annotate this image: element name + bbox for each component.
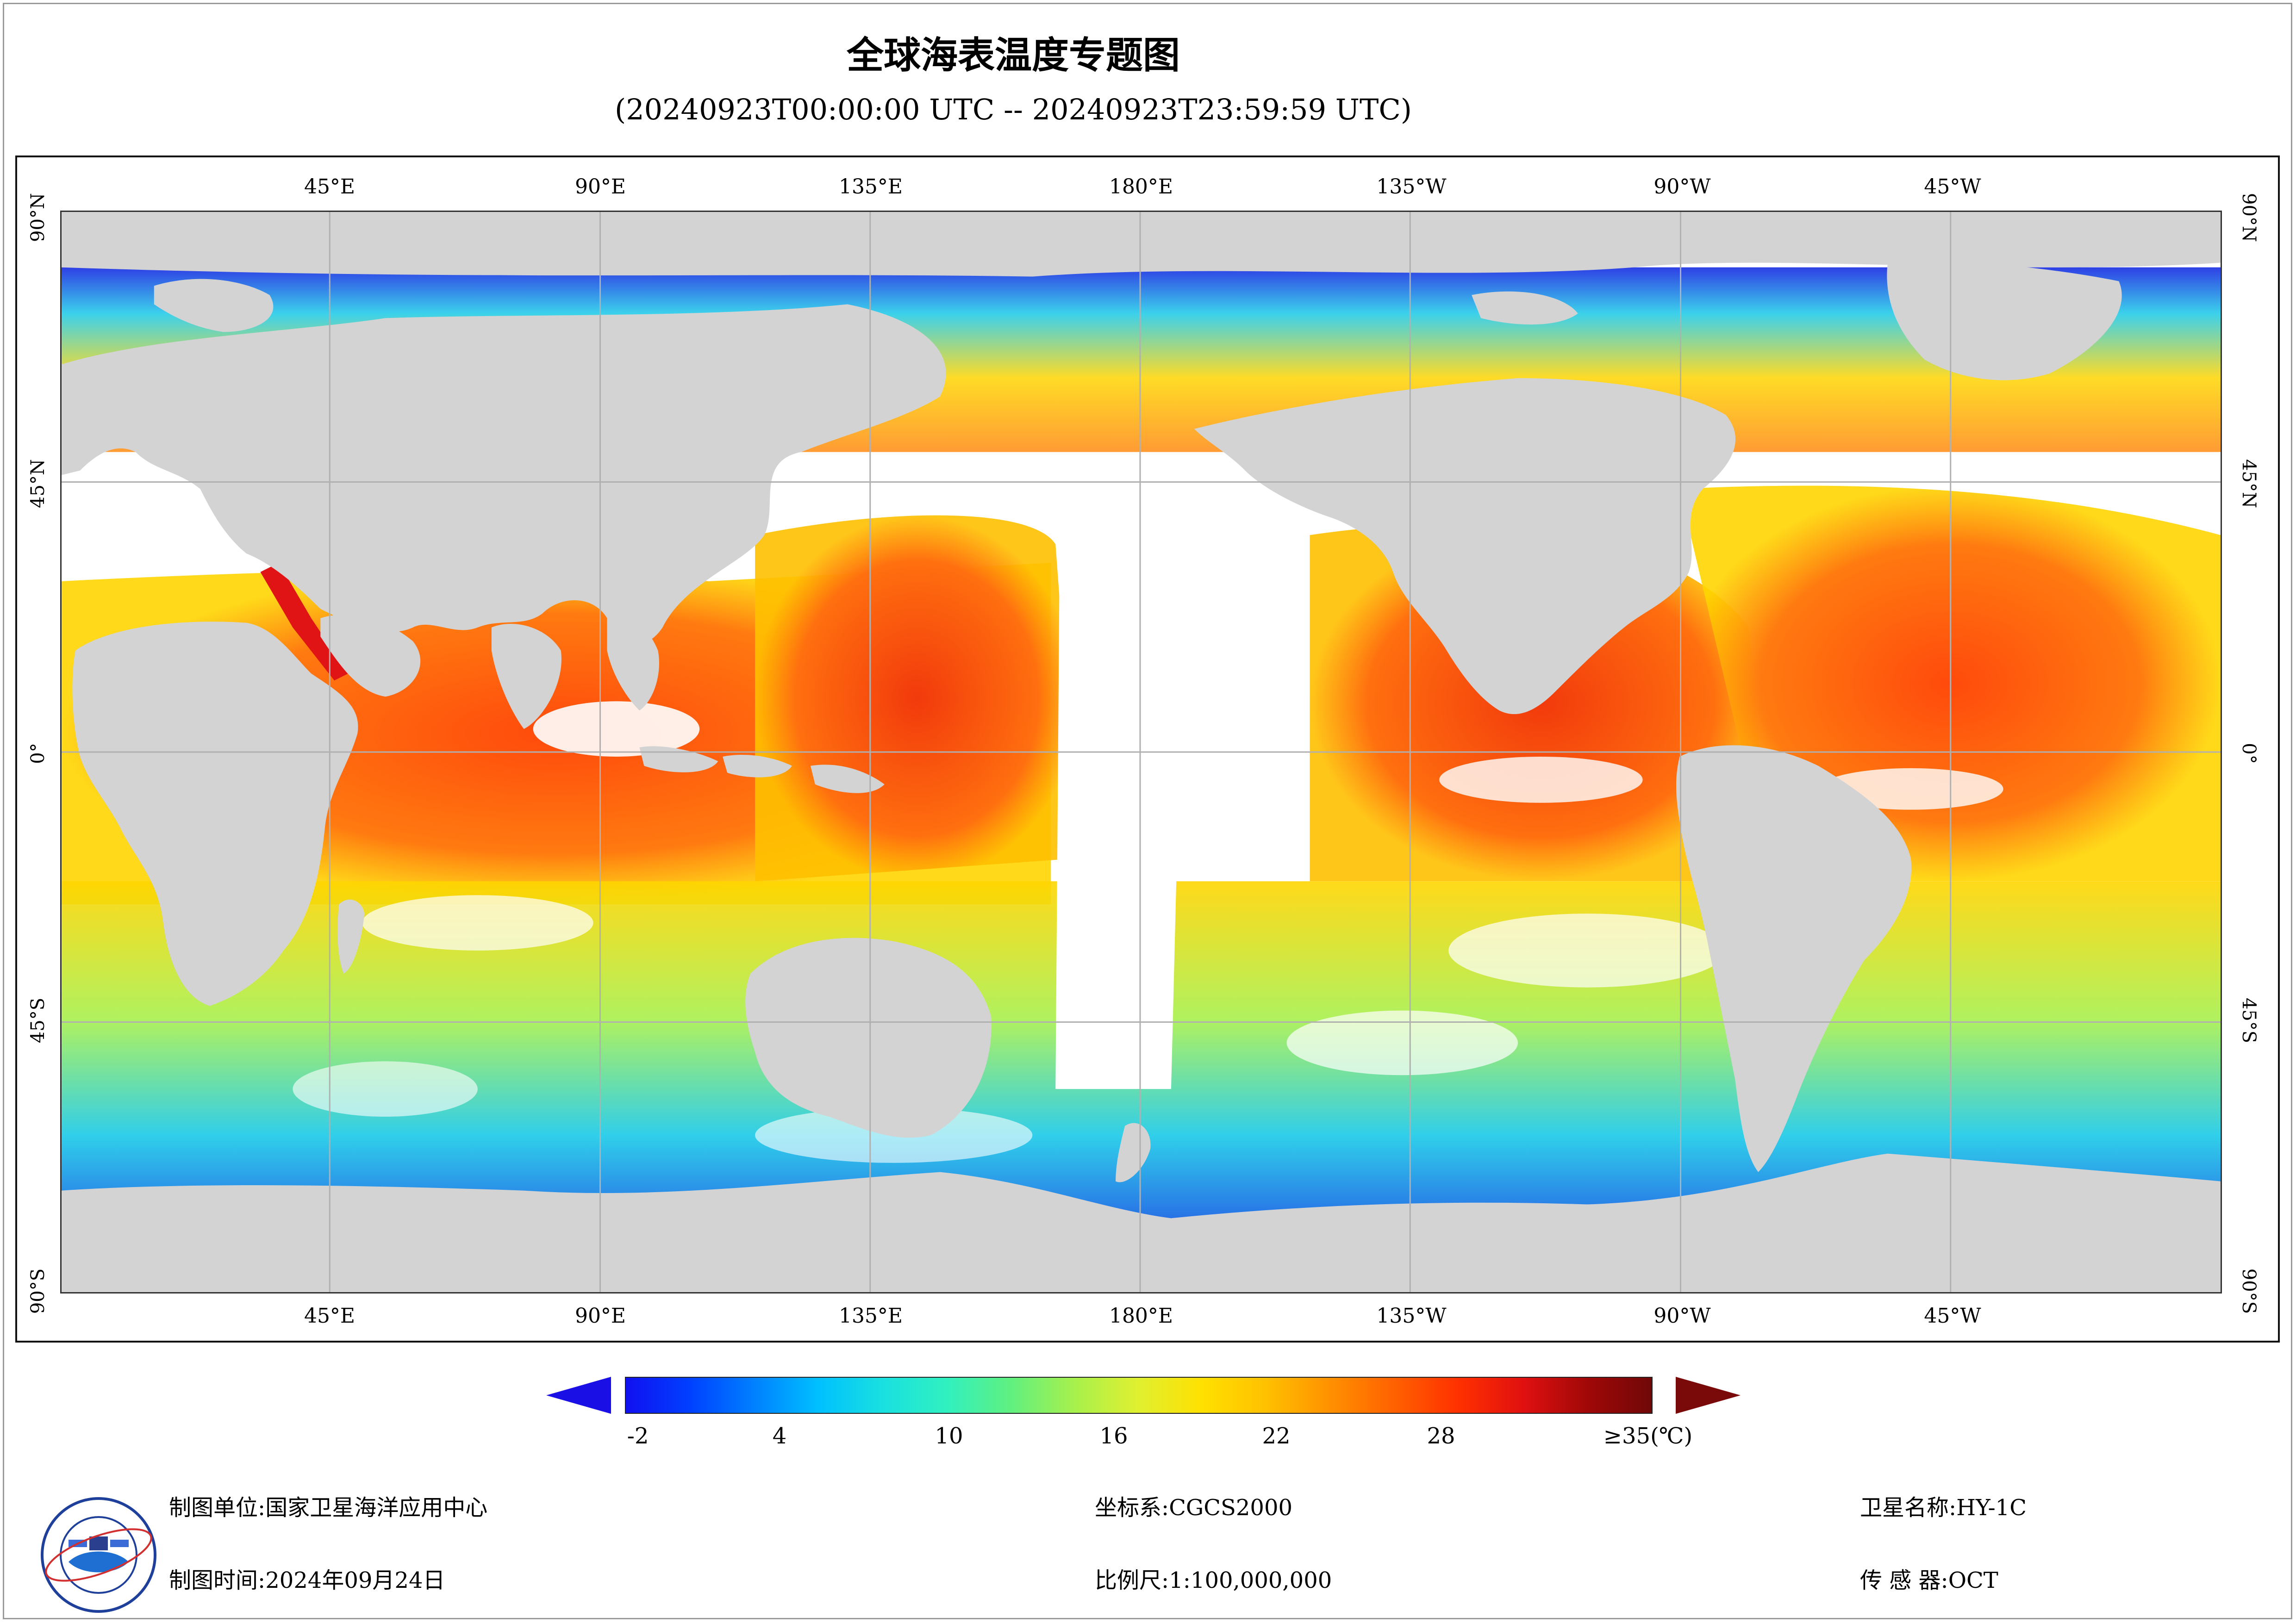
colorbar-over-arrow — [1676, 1377, 1741, 1414]
colorbar — [546, 1377, 1741, 1414]
lon-label-top: 180°E — [1109, 175, 1173, 199]
lon-label-top: 45°W — [1924, 175, 1981, 199]
graticule — [62, 212, 2221, 1292]
lon-label-bottom: 135°W — [1376, 1304, 1447, 1328]
red-sea — [260, 563, 349, 681]
mapping-time-label: 制图时间: — [169, 1567, 266, 1593]
lat-label-right: 45°N — [2238, 459, 2259, 508]
lon-label-bottom: 90°W — [1653, 1304, 1711, 1328]
colorbar-tick-label: 16 — [1099, 1423, 1128, 1449]
sensor-label: 传 感 器: — [1860, 1567, 1948, 1593]
lat-label-right: 90°S — [2238, 1268, 2259, 1314]
lon-label-top: 90°E — [574, 175, 626, 199]
lon-label-top: 135°W — [1376, 175, 1447, 199]
lon-label-bottom: 45°E — [304, 1304, 356, 1328]
coordinate-system-value: CGCS2000 — [1169, 1495, 1293, 1521]
map-frame — [15, 155, 2280, 1343]
sst-field-west-pacific — [755, 515, 1079, 882]
map-title: 全球海表温度专题图 — [847, 34, 1180, 77]
lat-label-left: 45°S — [27, 997, 49, 1044]
nsoas-logo-icon — [41, 1497, 156, 1613]
coordinate-system-label: 坐标系: — [1095, 1495, 1169, 1521]
lat-label-left: 90°N — [27, 193, 49, 242]
lon-label-top: 135°E — [838, 175, 903, 199]
no-data-patch — [293, 1061, 478, 1117]
satellite-name-label: 卫星名称: — [1860, 1495, 1957, 1521]
mapping-time-value: 2024年09月24日 — [265, 1567, 445, 1593]
colorbar-tick-label: ≥35(℃) — [1603, 1423, 1693, 1449]
satellite-name-value: HY-1C — [1956, 1495, 2027, 1521]
no-data-patch — [1286, 1010, 1518, 1076]
no-data-patch — [1439, 756, 1643, 803]
lat-label-right: 45°S — [2238, 997, 2259, 1044]
lon-label-bottom: 135°E — [838, 1304, 903, 1328]
mapping-unit-value: 国家卫星海洋应用中心 — [265, 1495, 488, 1521]
lat-label-right: 90°N — [2238, 193, 2259, 242]
colorbar-tick-label: 4 — [772, 1423, 787, 1449]
lon-label-top: 90°W — [1653, 175, 1711, 199]
sensor-value: OCT — [1948, 1567, 1998, 1593]
lat-label-left: 45°N — [27, 459, 49, 508]
mapping-unit-label: 制图单位: — [169, 1495, 266, 1521]
sst-map — [60, 211, 2222, 1293]
map-scale-value: 1:100,000,000 — [1169, 1567, 1332, 1593]
no-data-swath — [1055, 479, 1190, 1089]
sst-map-svg — [62, 212, 2221, 1292]
sensor: 传 感 器:OCT — [1860, 1562, 1998, 1594]
mapping-time: 制图时间:2024年09月24日 — [169, 1562, 445, 1594]
mapping-unit: 制图单位:国家卫星海洋应用中心 — [169, 1489, 487, 1522]
satellite-name: 卫星名称:HY-1C — [1860, 1489, 2027, 1522]
colorbar-tick-label: -2 — [627, 1423, 649, 1449]
no-data-patch — [1448, 914, 1726, 988]
colorbar-tick-label: 22 — [1262, 1423, 1291, 1449]
map-scale-label: 比例尺: — [1095, 1567, 1169, 1593]
lat-label-right: 0° — [2238, 743, 2259, 764]
land-masses — [62, 212, 2221, 1292]
colorbar-under-arrow — [546, 1377, 611, 1414]
colorbar-gradient — [625, 1377, 1653, 1414]
lon-label-top: 45°E — [304, 175, 356, 199]
map-subtitle: (20240923T00:00:00 UTC -- 20240923T23:59… — [615, 93, 1412, 126]
map-scale: 比例尺:1:100,000,000 — [1095, 1562, 1332, 1594]
page-frame — [3, 3, 2292, 1619]
lon-label-bottom: 45°W — [1924, 1304, 1981, 1328]
colorbar-tick-label: 28 — [1427, 1423, 1455, 1449]
lon-label-bottom: 90°E — [574, 1304, 626, 1328]
no-data-patch — [533, 701, 700, 757]
colorbar-tick-label: 10 — [935, 1423, 963, 1449]
lat-label-left: 90°S — [27, 1268, 49, 1314]
no-data-patch — [362, 895, 593, 951]
coordinate-system: 坐标系:CGCS2000 — [1095, 1489, 1292, 1522]
lat-label-left: 0° — [27, 743, 49, 764]
lon-label-bottom: 180°E — [1109, 1304, 1173, 1328]
